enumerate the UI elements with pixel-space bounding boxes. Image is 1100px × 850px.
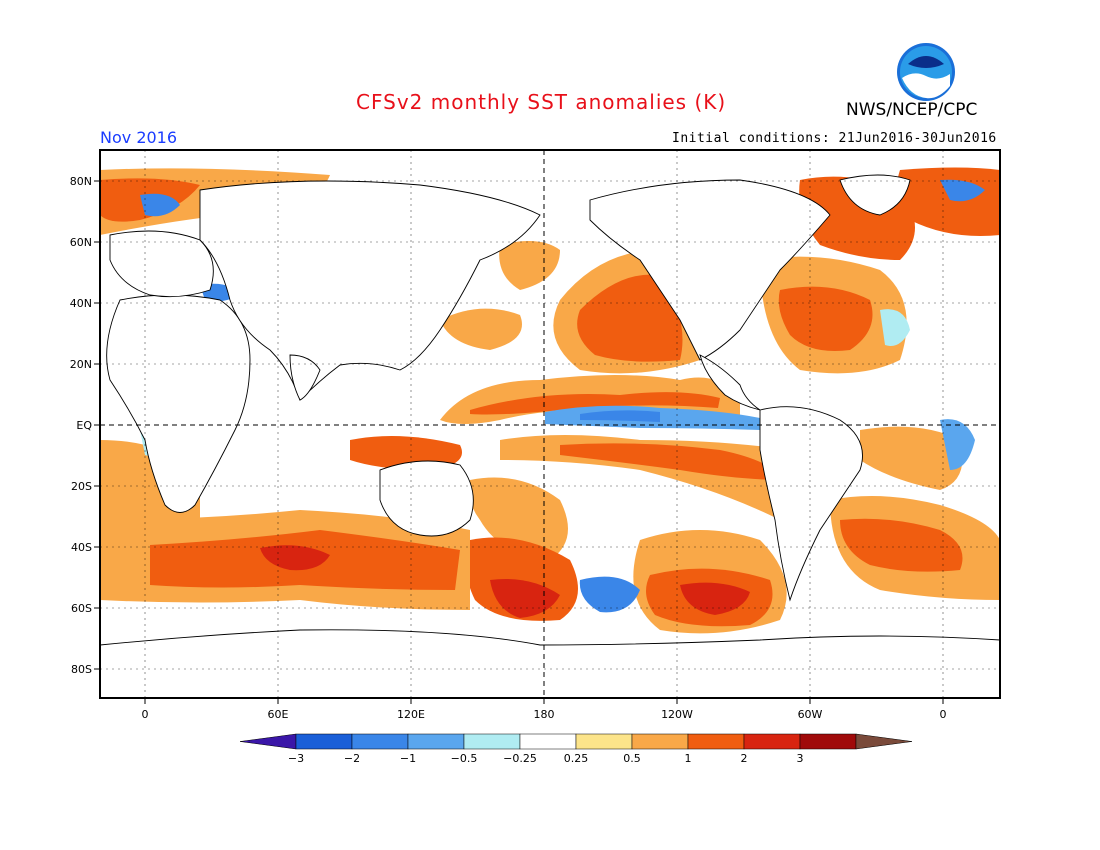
lat-label: 60N: [70, 236, 92, 249]
colorbar-label: 0.5: [623, 752, 641, 765]
colorbar-swatch: [351, 733, 409, 750]
lat-label: 80N: [70, 175, 92, 188]
lat-label: 60S: [71, 602, 92, 615]
colorbar: −3 −2 −1 −0.5 −0.25 0.25 0.5 1 2 3: [239, 733, 913, 765]
gridlines: [100, 150, 1000, 698]
lon-label: 0: [940, 708, 947, 721]
colorbar-swatch: [631, 733, 689, 750]
colorbar-swatch: [519, 733, 577, 750]
colorbar-label: −2: [344, 752, 360, 765]
colorbar-swatch: [407, 733, 465, 750]
colorbar-label: 1: [685, 752, 692, 765]
colorbar-label: −1: [400, 752, 416, 765]
lat-label: 40N: [70, 297, 92, 310]
lat-label: EQ: [76, 419, 92, 432]
agency-label: NWS/NCEP/CPC: [846, 100, 978, 120]
noaa-logo-icon: [897, 43, 955, 101]
forecast-month: Nov 2016: [100, 128, 178, 147]
colorbar-swatch: [575, 733, 633, 750]
equator-dateline: [100, 150, 1000, 698]
lat-label: 20N: [70, 358, 92, 371]
anomaly-field: [100, 150, 1000, 698]
lat-axis: 80N 60N 40N 20N EQ 20S 40S 60S 80S: [70, 175, 100, 676]
lon-label: 60E: [268, 708, 289, 721]
colorbar-label: 0.25: [564, 752, 589, 765]
colorbar-label: −3: [288, 752, 304, 765]
continents: [100, 174, 1000, 698]
lat-label: 20S: [71, 480, 92, 493]
colorbar-label: −0.5: [451, 752, 478, 765]
colorbar-swatch: [687, 733, 745, 750]
lon-axis: 0 60E 120E 180 120W 60W 0: [142, 698, 947, 721]
map-title: CFSv2 monthly SST anomalies (K): [356, 90, 727, 114]
colorbar-label: 3: [797, 752, 804, 765]
colorbar-label: 2: [741, 752, 748, 765]
colorbar-swatch: [799, 733, 857, 750]
map-frame: [99, 149, 1001, 699]
colorbar-swatch: [463, 733, 521, 750]
colorbar-max-arrow: [855, 733, 913, 750]
lon-label: 0: [142, 708, 149, 721]
lon-label: 120E: [397, 708, 425, 721]
lon-label: 120W: [661, 708, 693, 721]
lat-label: 80S: [71, 663, 92, 676]
colorbar-swatch: [743, 733, 801, 750]
colorbar-min-arrow: [239, 733, 297, 750]
colorbar-swatch: [295, 733, 353, 750]
lon-label: 60W: [798, 708, 823, 721]
lon-label: 180: [534, 708, 555, 721]
colorbar-label: −0.25: [503, 752, 537, 765]
initial-conditions: Initial conditions: 21Jun2016-30Jun2016: [672, 131, 997, 146]
lat-label: 40S: [71, 541, 92, 554]
